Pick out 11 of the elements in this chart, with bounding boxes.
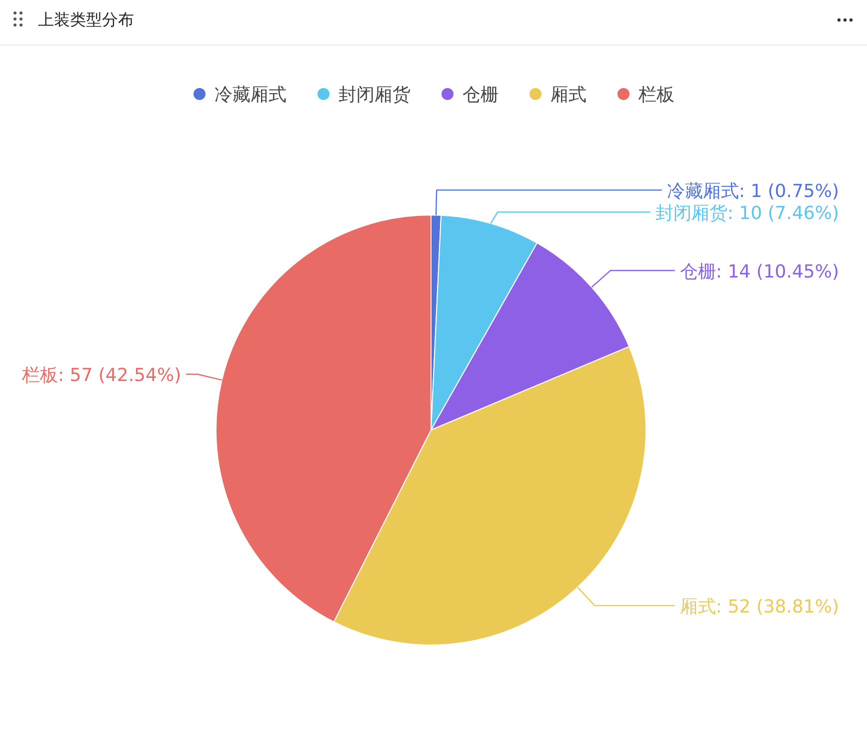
legend-label: 冷藏厢式	[214, 84, 286, 106]
category-label: 仓栅: 14 (10.45%)	[680, 262, 839, 283]
category-label: 厢式: 52 (38.81%)	[680, 596, 839, 618]
legend-label: 栏板	[638, 84, 674, 106]
chart-title: 上装类型分布	[38, 10, 134, 29]
legend-label: 厢式	[550, 84, 586, 106]
category-label: 封闭厢货: 10 (7.46%)	[655, 203, 839, 224]
category-label: 栏板: 57 (42.54%)	[22, 365, 182, 386]
category-label: 冷藏厢式: 1 (0.75%)	[666, 181, 839, 202]
legend-label: 仓栅	[462, 84, 498, 106]
legend-label: 封闭厢货	[338, 84, 410, 106]
